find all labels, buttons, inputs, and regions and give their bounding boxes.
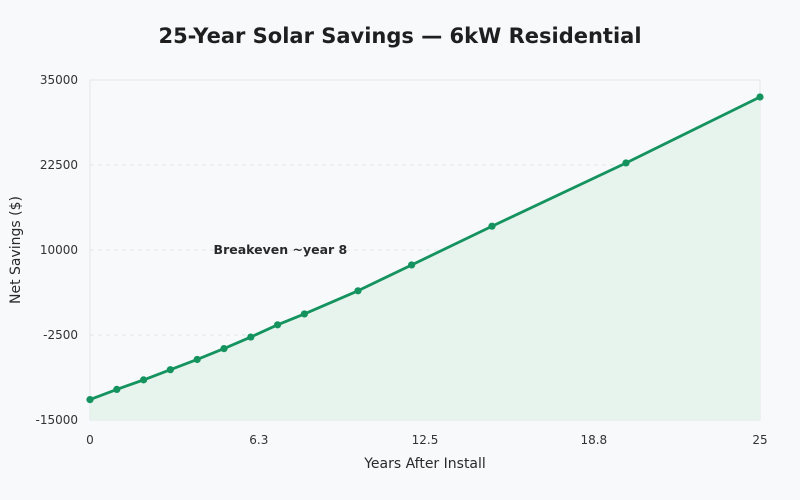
x-tick-label: 12.5 xyxy=(412,433,439,447)
series-line xyxy=(88,95,762,402)
breakeven-annotation: Breakeven ~year 8 xyxy=(214,242,348,257)
x-axis-title: Years After Install xyxy=(363,456,486,472)
y-tick-label: 22500 xyxy=(40,158,78,172)
y-axis-title: Net Savings ($) xyxy=(8,196,24,304)
x-tick-label: 6.3 xyxy=(249,433,268,447)
data-point xyxy=(193,355,201,364)
x-tick-label: 25 xyxy=(752,433,767,447)
data-point xyxy=(166,366,174,374)
y-tick-label: 10000 xyxy=(40,243,78,257)
data-point xyxy=(113,385,121,393)
data-point xyxy=(274,321,282,329)
data-point xyxy=(488,222,496,230)
x-tick-label: 0 xyxy=(86,433,94,447)
data-point xyxy=(300,310,308,318)
chart-title: 25-Year Solar Savings — 6kW Residential xyxy=(158,24,642,48)
y-tick-label: 35000 xyxy=(40,73,78,87)
data-point xyxy=(756,93,764,101)
y-tick-label: -15000 xyxy=(35,413,78,427)
data-point xyxy=(86,396,94,404)
data-point xyxy=(408,261,416,269)
data-point xyxy=(220,345,228,353)
data-point xyxy=(354,287,362,295)
data-points-layer xyxy=(86,93,764,404)
y-axis-ticks: -15000 -2500 10000 22500 35000 xyxy=(35,73,78,427)
x-tick-label: 18.8 xyxy=(580,433,607,447)
data-point xyxy=(140,376,148,384)
data-point xyxy=(247,333,255,341)
y-tick-label: -2500 xyxy=(43,328,78,342)
data-point xyxy=(622,159,630,167)
series-line-layer xyxy=(88,95,762,402)
x-axis-ticks: 0 6.3 12.5 18.8 25 xyxy=(86,433,767,447)
